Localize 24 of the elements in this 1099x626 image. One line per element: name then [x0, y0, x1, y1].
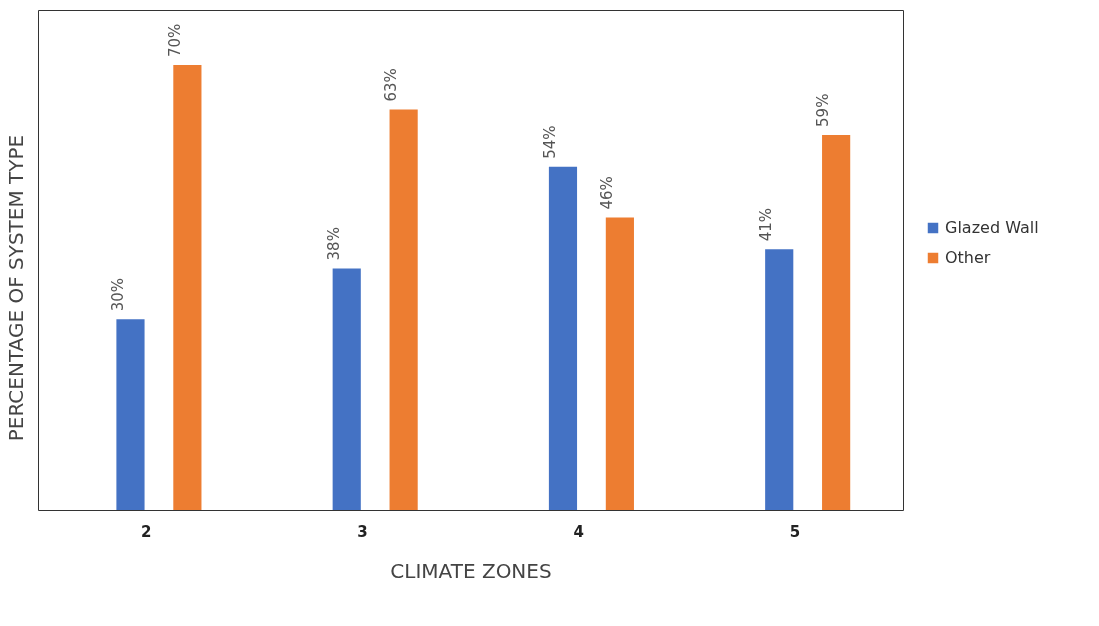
x-tick-label: 2 [140, 522, 152, 541]
data-label: 46% [598, 176, 617, 210]
x-tick-label: 3 [357, 522, 368, 541]
data-label: 38% [324, 227, 343, 261]
bar [116, 319, 145, 510]
data-label: 70% [165, 23, 184, 57]
data-label: 41% [757, 208, 776, 242]
bar [605, 217, 634, 510]
data-label: 63% [381, 68, 400, 102]
legend-label: Other [945, 248, 991, 267]
bar [822, 134, 851, 510]
x-axis-title: CLIMATE ZONES [390, 558, 552, 583]
x-tick-label: 4 [573, 522, 584, 541]
legend-label: Glazed Wall [945, 218, 1039, 237]
x-tick-label: 5 [789, 522, 801, 541]
bar [548, 166, 578, 510]
bar [173, 65, 202, 510]
data-label: 59% [814, 93, 833, 127]
y-axis-title: PERCENTAGE OF SYSTEM TYPE [3, 134, 28, 442]
data-label: 30% [108, 277, 127, 312]
bar [765, 249, 794, 510]
data-label: 54% [541, 125, 560, 159]
bar [332, 268, 361, 510]
bar [389, 109, 418, 510]
